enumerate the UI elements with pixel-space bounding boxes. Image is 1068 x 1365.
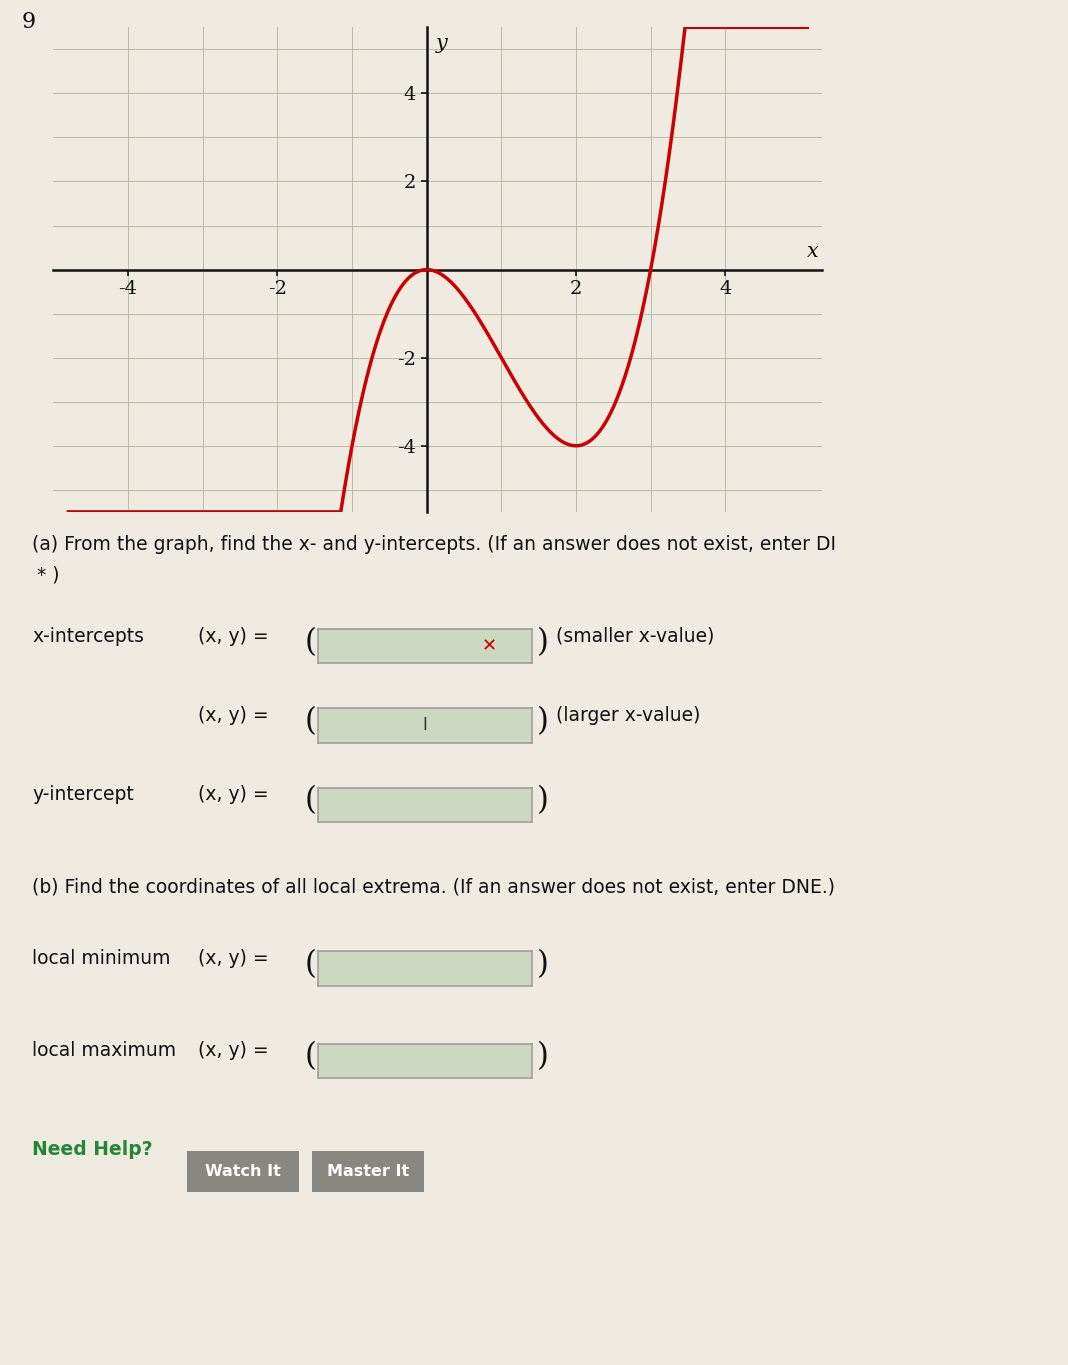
- Text: Need Help?: Need Help?: [32, 1140, 153, 1159]
- Text: (x, y) =: (x, y) =: [198, 627, 268, 646]
- Text: I: I: [423, 717, 427, 734]
- Text: (smaller x-value): (smaller x-value): [556, 627, 714, 646]
- Text: (: (: [304, 627, 316, 658]
- Text: ): ): [537, 949, 549, 980]
- Text: (x, y) =: (x, y) =: [198, 949, 268, 968]
- Text: (: (: [304, 949, 316, 980]
- Text: ): ): [537, 1041, 549, 1073]
- Text: local minimum: local minimum: [32, 949, 171, 968]
- Text: (: (: [304, 1041, 316, 1073]
- Text: (larger x-value): (larger x-value): [556, 706, 701, 725]
- Text: (a) From the graph, find the x- and y-intercepts. (If an answer does not exist, : (a) From the graph, find the x- and y-in…: [32, 535, 836, 554]
- Text: 9: 9: [21, 11, 35, 33]
- Text: ✕: ✕: [482, 637, 497, 655]
- Text: local maximum: local maximum: [32, 1041, 176, 1061]
- Text: (x, y) =: (x, y) =: [198, 706, 268, 725]
- Text: ): ): [537, 627, 549, 658]
- Text: (: (: [304, 785, 316, 816]
- Text: x-intercepts: x-intercepts: [32, 627, 144, 646]
- Text: ): ): [537, 785, 549, 816]
- Text: Watch It: Watch It: [205, 1164, 281, 1178]
- Text: (x, y) =: (x, y) =: [198, 785, 268, 804]
- Text: (b) Find the coordinates of all local extrema. (If an answer does not exist, ent: (b) Find the coordinates of all local ex…: [32, 878, 835, 897]
- Text: * ): * ): [37, 565, 60, 584]
- Text: y-intercept: y-intercept: [32, 785, 134, 804]
- Text: y: y: [436, 34, 447, 53]
- Text: x: x: [807, 242, 819, 261]
- Text: ): ): [537, 706, 549, 737]
- Text: (: (: [304, 706, 316, 737]
- Text: (x, y) =: (x, y) =: [198, 1041, 268, 1061]
- Text: Master It: Master It: [327, 1164, 409, 1178]
